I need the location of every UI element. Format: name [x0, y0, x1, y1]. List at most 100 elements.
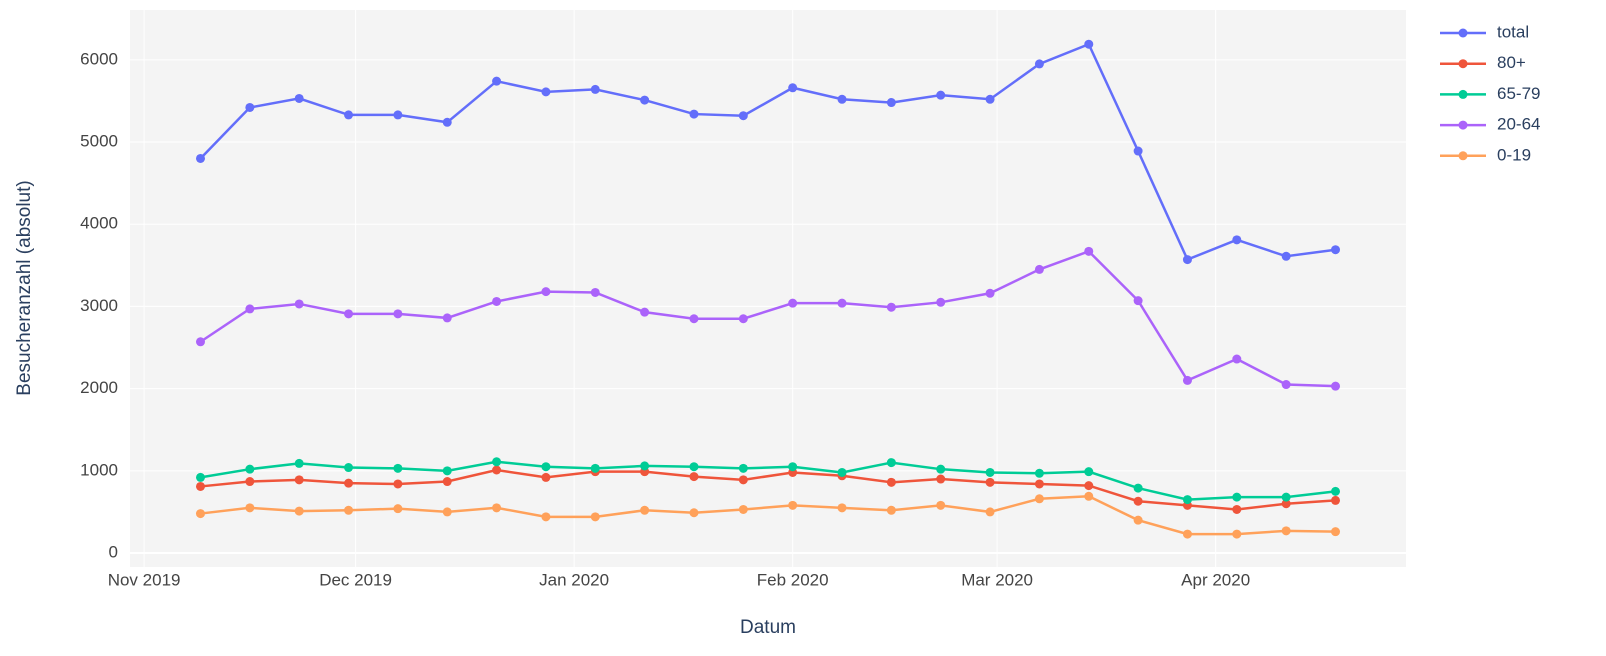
data-point — [837, 467, 847, 477]
data-point — [245, 503, 255, 513]
data-point — [442, 466, 452, 476]
data-point — [442, 313, 452, 323]
data-point — [936, 90, 946, 100]
data-point — [886, 98, 896, 108]
data-point — [245, 477, 255, 487]
plot-area — [130, 10, 1406, 567]
data-point — [1232, 492, 1242, 502]
data-point — [195, 153, 205, 163]
data-point — [788, 298, 798, 308]
legend-label: 80+ — [1497, 53, 1526, 72]
data-point — [590, 463, 600, 473]
data-point — [1182, 495, 1192, 505]
series-line — [200, 495, 1336, 536]
legend-marker — [1458, 59, 1468, 69]
legend-label: 20-64 — [1497, 115, 1540, 134]
y-tick-label: 0 — [109, 543, 118, 562]
series-line — [199, 249, 1336, 388]
data-point — [393, 504, 403, 514]
legend-item: 65-79 — [1440, 84, 1540, 103]
data-point — [492, 296, 502, 306]
data-point — [245, 464, 255, 474]
data-point — [936, 500, 946, 510]
data-point — [1084, 467, 1094, 477]
data-point — [837, 298, 847, 308]
data-point — [492, 503, 502, 513]
data-point — [1281, 251, 1291, 261]
legend-label: 0-19 — [1497, 145, 1531, 164]
data-point — [492, 457, 502, 467]
data-point — [837, 503, 847, 513]
data-point — [1232, 235, 1242, 245]
data-point — [195, 481, 205, 491]
data-point — [1133, 496, 1143, 506]
data-point — [936, 474, 946, 484]
data-point — [837, 94, 847, 104]
data-point — [1034, 479, 1044, 489]
data-point — [1133, 515, 1143, 525]
data-point — [1331, 527, 1341, 537]
data-point — [886, 477, 896, 487]
data-point — [492, 465, 502, 475]
data-point — [1034, 59, 1044, 69]
data-point — [1084, 39, 1094, 49]
data-point — [294, 458, 304, 468]
data-point — [1084, 491, 1094, 501]
data-point — [640, 461, 650, 471]
legend-item: 80+ — [1440, 53, 1526, 72]
data-point — [1084, 246, 1094, 256]
x-tick-label: Dec 2019 — [319, 570, 392, 589]
data-point — [393, 479, 403, 489]
data-point — [1232, 529, 1242, 539]
legend-item: total — [1440, 22, 1529, 41]
data-point — [344, 463, 354, 473]
data-point — [294, 93, 304, 103]
data-point — [590, 512, 600, 522]
data-point — [344, 478, 354, 488]
legend-marker — [1458, 151, 1468, 161]
data-point — [195, 509, 205, 519]
data-point — [1133, 483, 1143, 493]
y-tick-label: 6000 — [80, 49, 118, 68]
data-point — [541, 287, 551, 297]
data-point — [1034, 264, 1044, 274]
series-line — [199, 42, 1336, 262]
data-point — [689, 472, 699, 482]
legend-label: 65-79 — [1497, 84, 1540, 103]
data-point — [1133, 296, 1143, 306]
legend-marker — [1458, 28, 1468, 38]
data-point — [442, 507, 452, 517]
data-point — [1281, 492, 1291, 502]
data-point — [393, 309, 403, 319]
data-point — [1331, 245, 1341, 255]
legend-label: total — [1497, 22, 1529, 41]
x-tick-label: Mar 2020 — [961, 570, 1033, 589]
data-point — [1281, 526, 1291, 536]
x-tick-label: Nov 2019 — [108, 570, 181, 589]
y-tick-label: 1000 — [80, 460, 118, 479]
data-point — [1133, 146, 1143, 156]
legend-marker — [1458, 120, 1468, 130]
data-point — [1331, 381, 1341, 391]
data-point — [738, 475, 748, 485]
data-point — [1182, 255, 1192, 265]
x-tick-label: Jan 2020 — [539, 570, 609, 589]
data-point — [1034, 468, 1044, 478]
data-point — [788, 462, 798, 472]
data-point — [936, 464, 946, 474]
series-line — [200, 468, 1336, 511]
data-point — [985, 507, 995, 517]
x-tick-label: Feb 2020 — [757, 570, 829, 589]
data-point — [590, 287, 600, 297]
data-point — [788, 500, 798, 510]
x-tick-label: Apr 2020 — [1181, 570, 1250, 589]
data-point — [195, 337, 205, 347]
y-tick-label: 3000 — [80, 296, 118, 315]
data-point — [442, 117, 452, 127]
data-point — [886, 302, 896, 312]
data-point — [344, 505, 354, 515]
legend-item: 0-19 — [1440, 145, 1531, 164]
y-tick-label: 2000 — [80, 378, 118, 397]
data-point — [738, 111, 748, 121]
